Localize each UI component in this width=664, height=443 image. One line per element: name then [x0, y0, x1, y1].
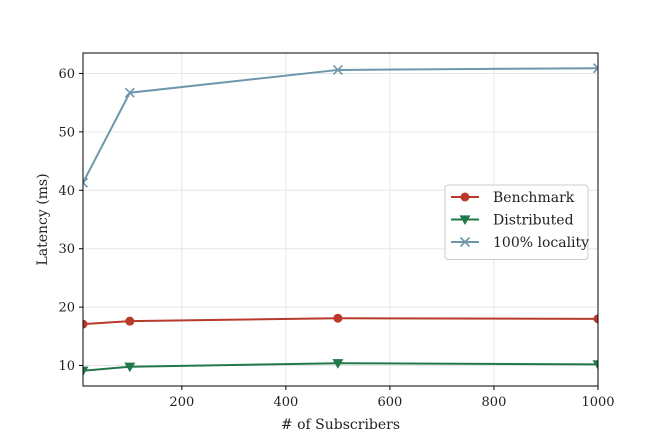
- axis-ticks: 200 400 600 800 1000 10 20 30 40 50 60: [58, 67, 614, 410]
- x-tick-label: 800: [482, 395, 507, 410]
- legend: Benchmark Distributed 100% locality: [444, 184, 589, 260]
- series-line: [83, 67, 598, 184]
- series-100-locality: [83, 63, 598, 188]
- legend-item: Benchmark: [451, 190, 575, 206]
- legend-label: 100% locality: [493, 235, 589, 251]
- data-point: [83, 319, 88, 329]
- plot-frame: [82, 52, 599, 387]
- data-point: [83, 177, 89, 188]
- legend-box: [444, 184, 589, 260]
- y-tick-label: 20: [58, 301, 75, 316]
- legend-item: 100% locality: [451, 235, 589, 251]
- data-point: [332, 64, 343, 76]
- legend-label: Benchmark: [493, 190, 575, 206]
- x-tick-label: 200: [169, 395, 194, 410]
- y-tick-label: 40: [58, 184, 75, 199]
- data-point: [124, 87, 135, 98]
- data-point: [593, 314, 598, 324]
- y-axis-label: Latency (ms): [35, 173, 51, 265]
- x-tick-label: 400: [273, 395, 298, 410]
- data-point: [592, 63, 598, 74]
- legend-marker: [459, 236, 471, 248]
- data-point: [332, 359, 344, 369]
- legend-item: Distributed: [451, 213, 574, 229]
- y-tick-label: 60: [58, 67, 75, 82]
- y-tick-label: 30: [58, 242, 75, 257]
- x-tick-label: 600: [378, 395, 403, 410]
- data-point: [333, 313, 343, 323]
- data-point: [592, 360, 598, 370]
- y-tick-label: 50: [58, 125, 75, 140]
- y-tick-label: 10: [58, 359, 75, 374]
- series-line: [83, 362, 598, 372]
- legend-marker: [459, 215, 471, 225]
- x-axis-label: # of Subscribers: [281, 417, 400, 433]
- series-distributed: [83, 359, 598, 377]
- series-layer: [83, 63, 598, 377]
- data-point: [125, 316, 135, 326]
- series-benchmark: [83, 313, 598, 329]
- data-point: [83, 366, 89, 377]
- legend-label: Distributed: [493, 213, 574, 229]
- x-tick-label: 1000: [581, 395, 614, 410]
- series-line: [83, 317, 598, 326]
- data-point: [124, 362, 136, 373]
- legend-marker: [460, 192, 470, 202]
